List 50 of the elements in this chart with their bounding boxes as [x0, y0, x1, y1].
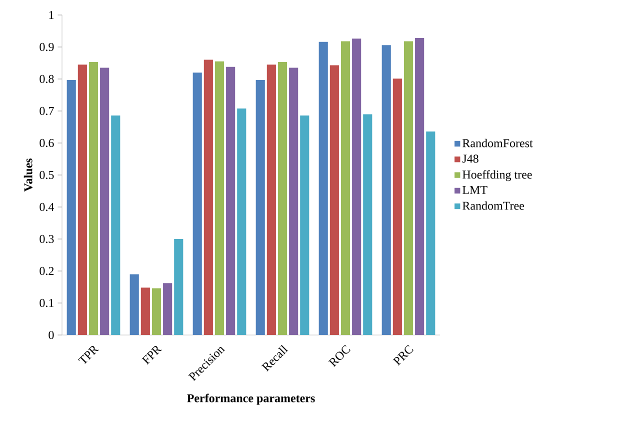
bar	[237, 108, 246, 335]
bar	[226, 66, 236, 335]
bar	[289, 68, 298, 335]
bar	[318, 42, 328, 335]
legend-label: Hoeffding tree	[462, 170, 532, 182]
y-tick-label: 0.3	[40, 234, 54, 244]
y-tick-label: 0.2	[40, 266, 54, 276]
y-tick-label: 1	[49, 11, 54, 19]
legend-label: RandomForest	[462, 138, 533, 148]
legend-label: J48	[462, 154, 478, 163]
bar	[163, 283, 172, 335]
bar	[88, 62, 98, 335]
bar	[100, 68, 110, 335]
legend-label: RandomTree	[462, 201, 524, 210]
bar	[111, 115, 120, 335]
bar	[204, 60, 213, 335]
y-tick-label: 0.5	[40, 170, 54, 180]
bar	[415, 38, 424, 335]
y-tick-label: 0.1	[40, 298, 54, 308]
y-tick-label: 0.6	[40, 138, 54, 148]
bar	[340, 41, 350, 335]
bar	[278, 62, 288, 335]
y-axis-title: Values	[24, 158, 32, 192]
y-tick-label: 0.4	[40, 202, 54, 212]
y-tick-label: 0.8	[40, 74, 54, 84]
bar	[392, 78, 402, 335]
bar	[300, 115, 310, 335]
bar	[140, 288, 150, 335]
x-axis-title: Performance parameters	[187, 394, 315, 405]
legend-label: LMT	[462, 186, 488, 194]
y-tick-label: 0.7	[40, 106, 54, 116]
bar	[266, 64, 276, 335]
bar	[192, 72, 202, 335]
bar	[382, 45, 391, 335]
bar	[404, 41, 414, 335]
bar	[152, 288, 162, 335]
bar	[66, 80, 76, 335]
bar	[78, 64, 87, 335]
x-tick-label: TPR	[78, 346, 100, 364]
bar	[174, 239, 184, 335]
y-tick-label: 0	[48, 330, 54, 340]
bar	[352, 38, 362, 335]
x-tick-label: FPR	[142, 346, 162, 365]
bar	[130, 274, 139, 335]
y-tick-label: 0.9	[40, 42, 54, 52]
bar	[363, 114, 372, 335]
bar	[256, 80, 265, 335]
bar	[330, 65, 339, 335]
bar	[214, 61, 224, 335]
bar	[426, 131, 436, 335]
